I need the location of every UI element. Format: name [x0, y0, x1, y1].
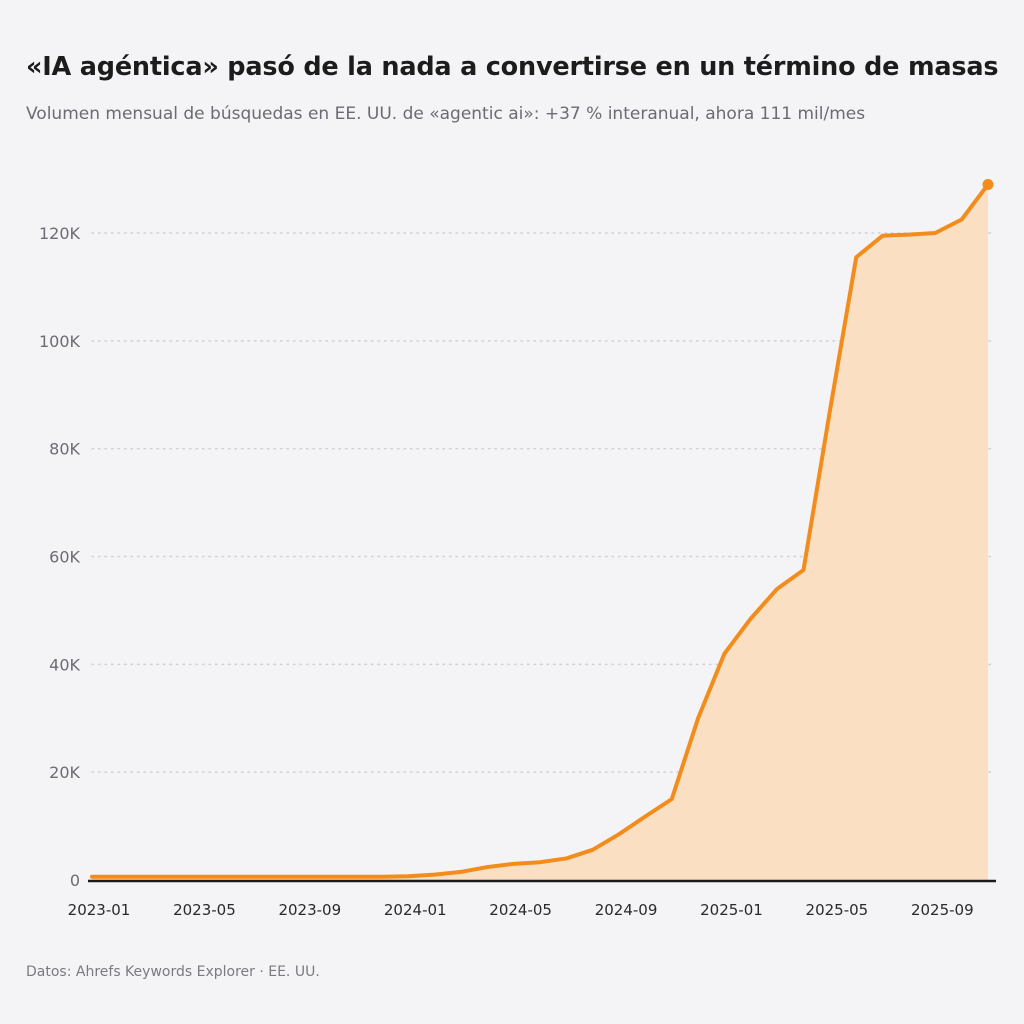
y-tick-label: 80K: [49, 440, 80, 459]
y-tick-label: 0: [70, 871, 80, 890]
x-tick-label: 2023-05: [173, 901, 236, 919]
x-tick-label: 2024-01: [384, 901, 447, 919]
area-fill: [92, 184, 988, 881]
y-tick-label: 20K: [49, 763, 80, 782]
x-tick-label: 2024-05: [489, 901, 552, 919]
x-tick-label: 2024-09: [595, 901, 658, 919]
y-tick-label: 100K: [39, 332, 81, 351]
chart-title: «IA agéntica» pasó de la nada a converti…: [26, 52, 999, 82]
x-tick-label: 2025-01: [700, 901, 763, 919]
x-tick-label: 2023-01: [68, 901, 131, 919]
y-tick-label: 60K: [49, 548, 80, 567]
x-tick-label: 2025-05: [806, 901, 869, 919]
y-tick-label: 120K: [39, 224, 81, 243]
x-tick-label: 2025-09: [911, 901, 974, 919]
y-tick-label: 40K: [49, 655, 80, 674]
last-point-marker: [982, 178, 994, 190]
chart-subtitle: Volumen mensual de búsquedas en EE. UU. …: [26, 104, 866, 124]
data-source: Datos: Ahrefs Keywords Explorer · EE. UU…: [26, 964, 320, 980]
x-tick-label: 2023-09: [278, 901, 341, 919]
series-line: [90, 182, 990, 879]
